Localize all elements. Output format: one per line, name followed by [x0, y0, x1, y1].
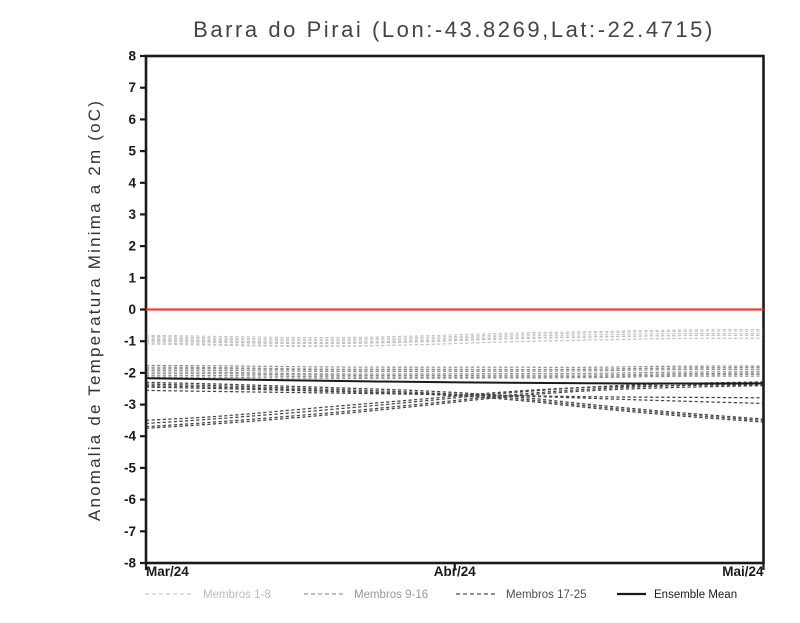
svg-text:-8: -8 — [124, 556, 136, 571]
svg-text:Membros 9-16: Membros 9-16 — [354, 589, 428, 601]
svg-text:-2: -2 — [124, 365, 136, 380]
svg-text:Barra do Pirai (Lon:-43.8269,L: Barra do Pirai (Lon:-43.8269,Lat:-22.471… — [193, 17, 715, 42]
svg-text:Abr/24: Abr/24 — [434, 564, 477, 579]
svg-text:6: 6 — [128, 112, 136, 127]
svg-text:8: 8 — [128, 49, 136, 64]
svg-text:-7: -7 — [124, 524, 136, 539]
svg-text:-5: -5 — [124, 460, 136, 475]
svg-text:0: 0 — [128, 302, 136, 317]
svg-text:-1: -1 — [124, 334, 136, 349]
svg-text:7: 7 — [128, 80, 136, 95]
svg-text:5: 5 — [128, 144, 136, 159]
svg-text:Ensemble Mean: Ensemble Mean — [654, 589, 737, 601]
svg-text:Membros 1-8: Membros 1-8 — [203, 589, 271, 601]
svg-text:4: 4 — [128, 175, 136, 190]
svg-text:3: 3 — [128, 207, 136, 222]
svg-text:-6: -6 — [124, 492, 136, 507]
svg-text:-4: -4 — [124, 429, 136, 444]
svg-text:1: 1 — [128, 270, 136, 285]
svg-text:Mar/24: Mar/24 — [146, 564, 189, 579]
svg-text:Mai/24: Mai/24 — [722, 564, 764, 579]
svg-text:Anomalia de Temperatura Minima: Anomalia de Temperatura Minima a 2m (oC) — [85, 99, 104, 521]
svg-text:Membros 17-25: Membros 17-25 — [506, 589, 587, 601]
svg-text:2: 2 — [128, 239, 136, 254]
svg-text:-3: -3 — [124, 397, 136, 412]
